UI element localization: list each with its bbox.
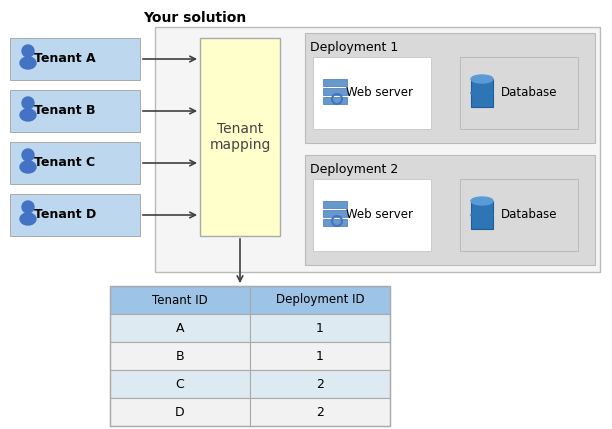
Text: 1: 1 <box>316 321 324 335</box>
Bar <box>110 342 250 370</box>
Ellipse shape <box>20 109 36 121</box>
Text: Tenant
mapping: Tenant mapping <box>209 122 271 152</box>
Text: 2: 2 <box>316 405 324 419</box>
Text: 1: 1 <box>316 350 324 363</box>
Bar <box>323 210 347 217</box>
Text: Database: Database <box>501 87 558 100</box>
Bar <box>10 142 140 184</box>
Bar <box>10 38 140 80</box>
Ellipse shape <box>471 75 493 83</box>
Text: Tenant ID: Tenant ID <box>152 293 208 306</box>
Bar <box>110 398 250 426</box>
Ellipse shape <box>471 211 493 219</box>
Text: D: D <box>175 405 185 419</box>
Text: Your solution: Your solution <box>143 11 247 25</box>
Ellipse shape <box>471 89 493 97</box>
Bar <box>313 179 431 251</box>
Text: Database: Database <box>501 208 558 221</box>
Bar <box>10 90 140 132</box>
Ellipse shape <box>471 197 493 205</box>
Bar <box>305 155 595 265</box>
Bar <box>250 342 390 370</box>
Text: Tenant B: Tenant B <box>34 105 95 118</box>
Bar <box>305 33 595 143</box>
Text: C: C <box>176 378 184 390</box>
Text: Web server: Web server <box>346 87 414 100</box>
Text: Web server: Web server <box>346 208 414 221</box>
Circle shape <box>22 149 34 161</box>
Bar <box>323 88 347 95</box>
Bar <box>313 57 431 129</box>
Bar <box>323 201 347 208</box>
Ellipse shape <box>20 57 36 69</box>
Text: Deployment ID: Deployment ID <box>275 293 364 306</box>
Bar <box>460 179 578 251</box>
Bar <box>323 79 347 86</box>
Ellipse shape <box>20 161 36 173</box>
Bar <box>200 38 280 236</box>
Circle shape <box>22 45 34 57</box>
Bar <box>250 314 390 342</box>
Ellipse shape <box>20 213 36 225</box>
Bar <box>471 79 493 107</box>
Text: Tenant C: Tenant C <box>34 157 95 169</box>
Bar <box>460 57 578 129</box>
Text: 2: 2 <box>316 378 324 390</box>
Bar <box>110 370 250 398</box>
Bar <box>323 97 347 104</box>
Bar <box>155 27 600 272</box>
Text: Deployment 2: Deployment 2 <box>310 163 398 175</box>
Text: Tenant A: Tenant A <box>34 52 96 66</box>
Bar <box>110 314 250 342</box>
Text: Tenant D: Tenant D <box>34 208 96 221</box>
Circle shape <box>22 201 34 213</box>
Bar <box>323 219 347 226</box>
Text: A: A <box>176 321 184 335</box>
Bar <box>10 194 140 236</box>
Text: B: B <box>176 350 184 363</box>
Bar <box>110 286 390 426</box>
Text: Deployment 1: Deployment 1 <box>310 40 398 54</box>
Bar <box>110 286 250 314</box>
Bar <box>250 370 390 398</box>
Bar <box>250 286 390 314</box>
Circle shape <box>22 97 34 109</box>
Bar <box>471 201 493 229</box>
Bar <box>250 398 390 426</box>
